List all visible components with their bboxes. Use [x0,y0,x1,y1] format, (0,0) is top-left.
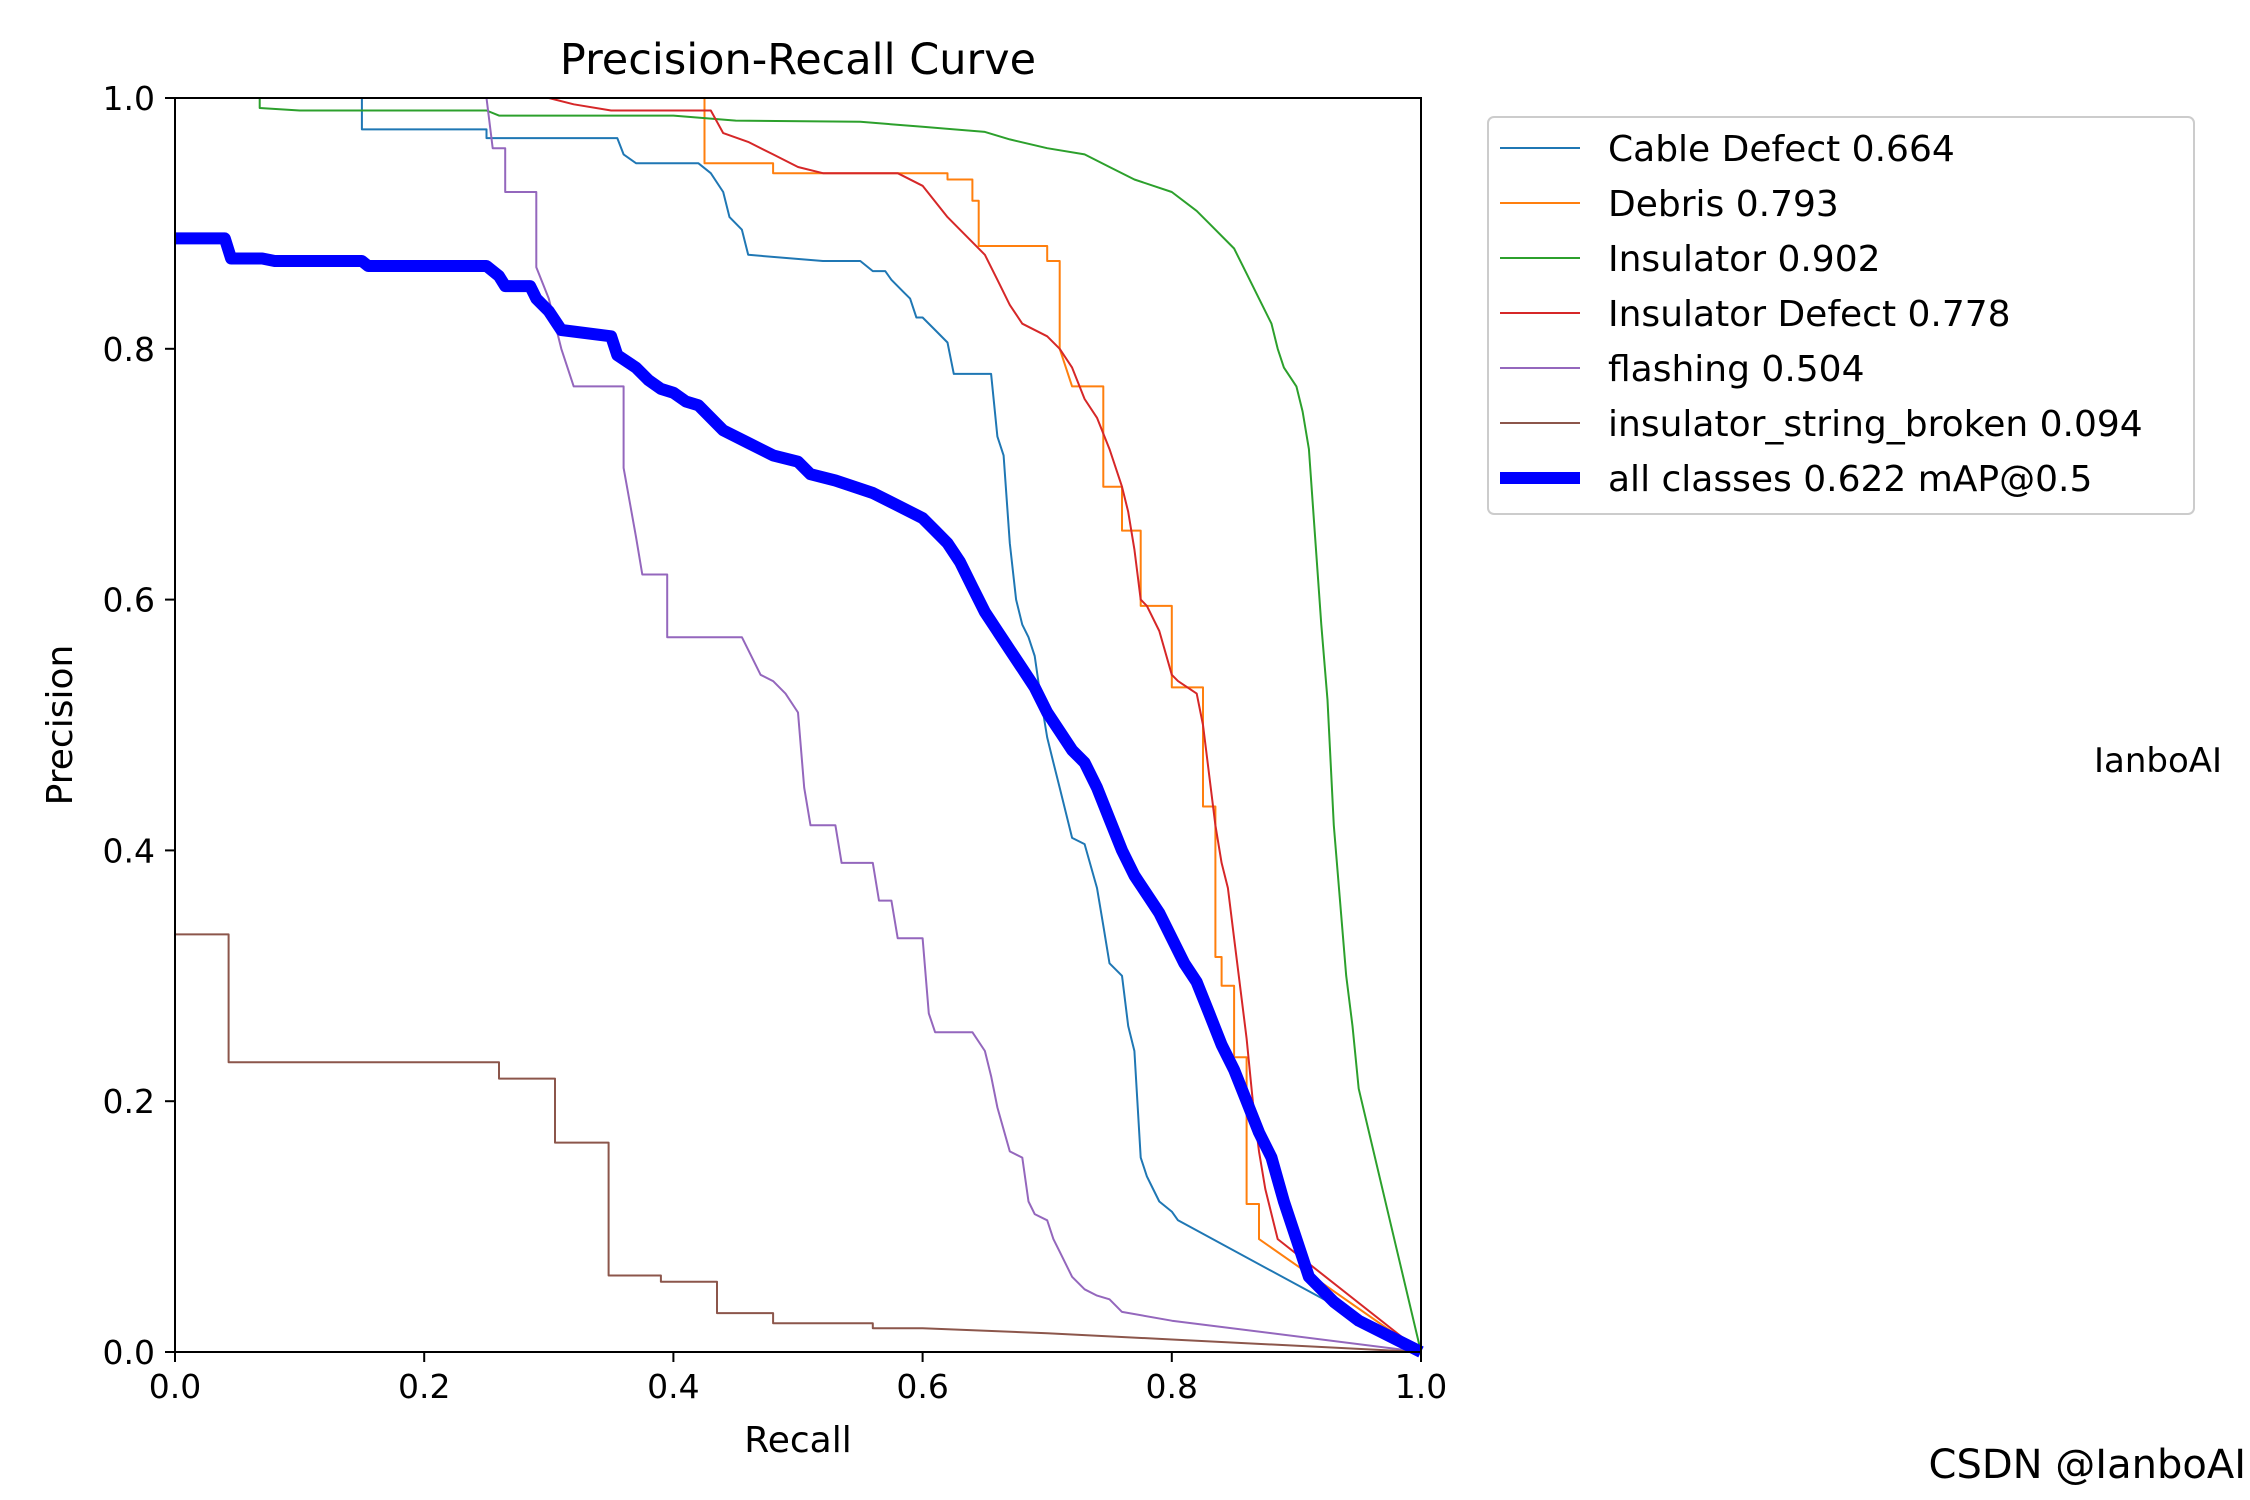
x-axis-label: Recall [744,1420,851,1461]
y-tick-label: 0.4 [103,831,155,870]
x-tick-label: 0.0 [149,1367,201,1406]
watermark-bottom: CSDN @IanboAI [1929,1442,2246,1488]
watermark-center: IanboAI [2094,741,2222,781]
y-tick-label: 0.6 [103,581,155,620]
y-axis-label: Precision [40,645,81,806]
legend-box [1487,116,2195,515]
x-tick-label: 0.2 [398,1367,450,1406]
legend-label-0: Cable Defect 0.664 [1608,129,1955,170]
legend-label-2: Insulator 0.902 [1608,239,1881,280]
legend-label-3: Insulator Defect 0.778 [1608,294,2011,335]
x-tick-label: 0.4 [647,1367,699,1406]
x-tick-label: 1.0 [1395,1367,1447,1406]
legend-label-1: Debris 0.793 [1608,184,1839,225]
x-tick-label: 0.8 [1146,1367,1198,1406]
series-line-2 [175,97,1422,1353]
axis-ticks: 0.0 0.2 0.4 0.6 0.8 1.0 0.0 0.2 0.4 0.6 0.8 1.0 [103,79,1448,1406]
y-tick-label: 0.0 [103,1333,155,1372]
legend: Cable Defect 0.664 Debris 0.793 Insulator … [1487,116,2195,515]
legend-label-6: all classes 0.622 mAP@0.5 [1608,459,2092,500]
chart-title: Precision-Recall Curve [560,35,1036,85]
series-line-5 [175,933,1422,1353]
series-line-6 [175,232,1424,1358]
legend-label-5: insulator_string_broken 0.094 [1608,404,2143,445]
x-tick-label: 0.6 [896,1367,948,1406]
y-tick-label: 0.8 [103,330,155,369]
series-line-4 [175,97,1422,1353]
y-tick-label: 0.2 [103,1082,155,1121]
y-tick-label: 1.0 [103,79,155,118]
plot-area [175,97,1424,1358]
axes-frame [174,97,1422,1353]
legend-label-4: flashing 0.504 [1608,349,1864,390]
series-line-3 [175,97,1422,1353]
series-line-0 [175,97,1422,1353]
